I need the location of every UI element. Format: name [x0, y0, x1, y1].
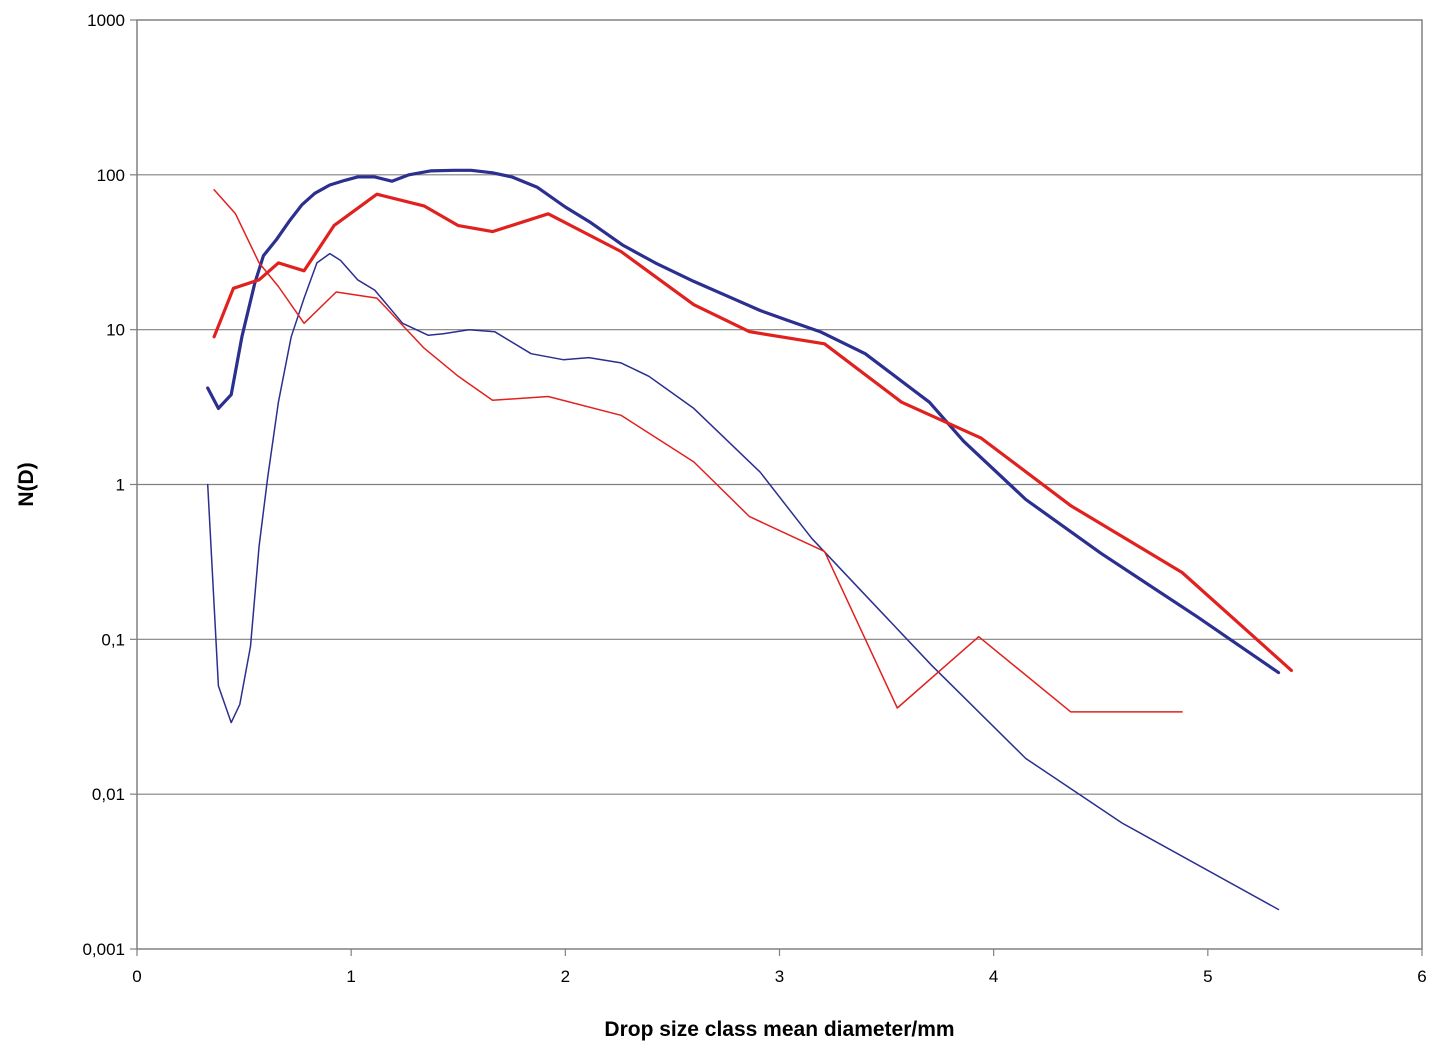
series-line-2	[212, 192, 1293, 672]
y-tick-label: 1000	[87, 11, 125, 30]
y-tick-label: 0,001	[82, 940, 125, 959]
x-axis-ticks: 0 1 2 3 4 5 6	[132, 949, 1427, 986]
y-axis-ticks: 0,001 0,01 0,1 1 10 100 1000	[82, 11, 137, 959]
y-axis-title: N(D)	[15, 462, 38, 506]
x-tick-label: 6	[1417, 967, 1426, 986]
x-tick-label: 2	[561, 967, 570, 986]
x-tick-label: 0	[132, 967, 141, 986]
y-tick-label: 10	[106, 321, 125, 340]
y-tick-label: 100	[97, 166, 125, 185]
gridlines	[137, 174, 1422, 795]
y-tick-label: 1	[116, 476, 125, 495]
x-axis-title: Drop size class mean diameter/mm	[604, 1018, 954, 1041]
y-tick-label: 0,1	[101, 630, 125, 649]
x-tick-label: 5	[1203, 967, 1212, 986]
y-tick-label: 0,01	[92, 785, 125, 804]
series-line-1	[206, 168, 1281, 675]
x-tick-label: 1	[346, 967, 355, 986]
series-line-3	[206, 252, 1280, 911]
series-line-4	[213, 189, 1183, 713]
series-layer	[206, 168, 1293, 911]
x-tick-label: 4	[989, 967, 998, 986]
x-tick-label: 3	[775, 967, 784, 986]
